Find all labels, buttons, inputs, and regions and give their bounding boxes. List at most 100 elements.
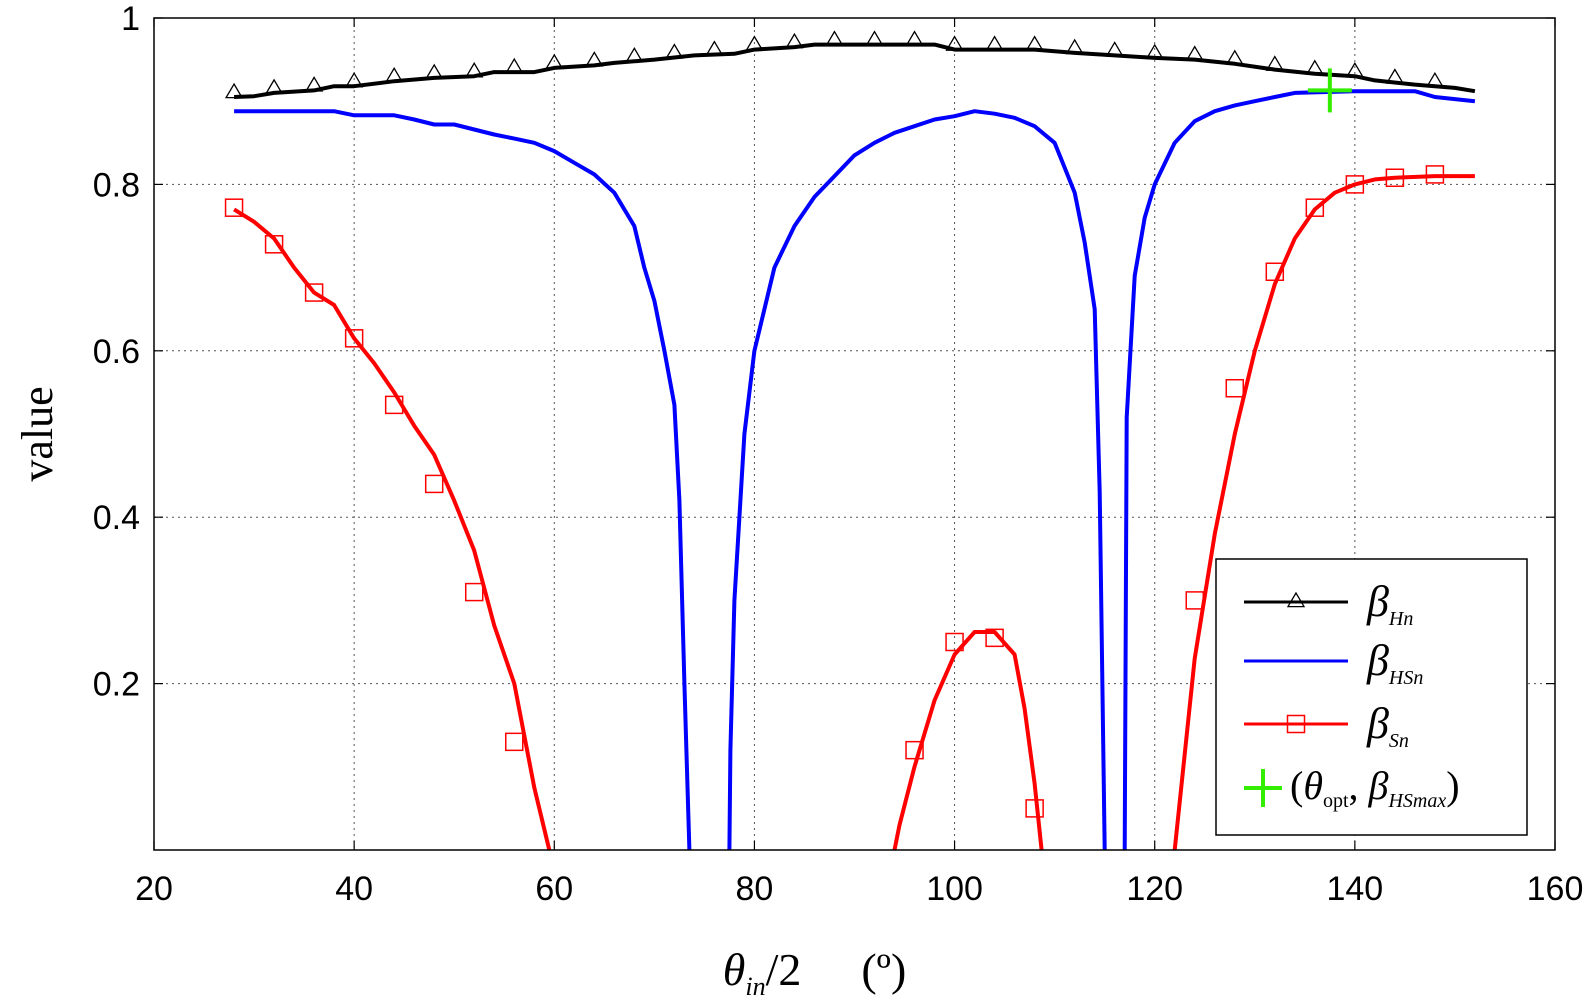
series-line — [233, 207, 552, 851]
series-marker-square — [424, 474, 444, 494]
series-marker-square — [1025, 799, 1044, 818]
series-line — [892, 630, 1044, 851]
y-tick-label: 0.6 — [93, 333, 140, 371]
series-marker-square — [344, 329, 364, 348]
series-marker-square — [505, 732, 524, 752]
series-layer — [224, 30, 1476, 851]
legend-label-hn-symbol: β — [1366, 577, 1389, 626]
x-tick-label: 160 — [1527, 870, 1584, 908]
x-axis-title-subscript: in — [745, 972, 765, 1000]
legend-box — [1215, 558, 1528, 836]
legend-label-sn-sub: Sn — [1389, 730, 1409, 752]
series-marker-triangle — [304, 76, 324, 92]
x-axis-title-unit: (º) — [861, 944, 906, 995]
series-marker-triangle — [745, 35, 764, 51]
series-marker-triangle — [865, 30, 884, 46]
series-marker-square — [384, 395, 404, 415]
series-marker-triangle — [1265, 55, 1284, 71]
series-marker-triangle — [625, 46, 644, 63]
plot-frame — [153, 17, 1556, 851]
y-axis-title: value — [13, 386, 62, 481]
series-marker-square — [1265, 262, 1285, 282]
series-marker-square — [1425, 165, 1445, 184]
legend-marker-plus — [1244, 769, 1282, 807]
series-marker-square — [1185, 591, 1204, 610]
x-tick-label: 20 — [135, 870, 173, 908]
series-marker-triangle — [905, 30, 924, 46]
legend-opt-beta: β — [1368, 763, 1389, 808]
legend-opt-close: ) — [1446, 763, 1459, 808]
series-marker-triangle — [385, 66, 404, 83]
legend-opt-theta-sub: opt — [1323, 790, 1349, 812]
series-marker-triangle — [1145, 43, 1164, 60]
legend-label-hsn-symbol: β — [1366, 636, 1389, 685]
series-line — [234, 109, 692, 851]
series-marker-triangle — [1225, 49, 1244, 66]
legend-label-sn-symbol: β — [1366, 699, 1389, 748]
series-marker-square — [905, 740, 924, 760]
legend-marker-triangle — [1286, 591, 1306, 608]
series-marker-square — [1305, 198, 1325, 217]
legend-label-optimum: (θopt, βHSmax) — [1290, 763, 1460, 812]
x-tick-label: 40 — [335, 870, 373, 908]
legend-opt-beta-sub: HSmax — [1387, 790, 1446, 812]
series-line — [727, 109, 1107, 851]
series-marker-triangle — [1345, 61, 1364, 78]
legend-opt-open: ( — [1290, 763, 1303, 808]
x-axis-title-rest: /2 — [766, 944, 802, 995]
series-marker-triangle — [585, 51, 604, 67]
legend-label-hn-sub: Hn — [1388, 608, 1413, 630]
x-axis-title-symbol: θ — [723, 944, 746, 995]
series-2 — [224, 165, 1475, 851]
legend-marker-sn — [1286, 714, 1306, 734]
y-tick-label: 0.8 — [93, 166, 140, 204]
series-marker-triangle — [1185, 45, 1204, 61]
series-marker-triangle — [945, 35, 964, 51]
legend-label-hsn-sub: HSn — [1388, 667, 1423, 689]
series-marker-triangle — [1425, 71, 1445, 88]
series-marker-square — [945, 632, 964, 652]
series-marker-triangle — [264, 78, 284, 95]
legend-opt-comma: , — [1349, 763, 1369, 808]
legend-marker-hn — [1286, 591, 1306, 608]
series-1 — [234, 89, 1476, 851]
series-marker-triangle — [1305, 59, 1324, 76]
series-marker-triangle — [1065, 38, 1084, 55]
x-tick-label: 120 — [1126, 870, 1183, 908]
x-axis-title: θin/2 (º) — [723, 944, 907, 1000]
series-marker-triangle — [985, 35, 1004, 51]
series-marker-square — [985, 628, 1004, 648]
legend-label-sn: βSn — [1366, 699, 1409, 752]
ticks-layer: 20 40 60 80 100 120 140 160 0.2 0.4 0.6 0.8 1 — [93, 0, 1584, 908]
series-marker-triangle — [785, 32, 804, 49]
y-tick-label: 0.4 — [93, 499, 140, 537]
series-marker-triangle — [425, 63, 444, 80]
series-marker-triangle — [825, 30, 844, 46]
series-marker-triangle — [1105, 41, 1124, 57]
series-marker-triangle — [1385, 68, 1405, 84]
series-marker-triangle — [545, 53, 564, 70]
legend-label-hn: βHn — [1366, 577, 1413, 630]
series-marker-triangle — [224, 82, 244, 99]
series-line — [234, 42, 1476, 99]
y-tick-label: 0.2 — [93, 666, 140, 704]
legend-marker-optimum — [1244, 769, 1282, 807]
x-tick-label: 80 — [736, 870, 774, 908]
series-marker-square — [224, 198, 244, 217]
legend-label-hsn: βHSn — [1366, 636, 1423, 689]
legend: βHn βHSn βSn (θopt, βHSmax) — [1215, 558, 1528, 836]
series-marker-triangle — [465, 61, 484, 78]
legend-opt-theta: θ — [1303, 763, 1323, 808]
x-tick-label: 140 — [1326, 870, 1383, 908]
legend-marker-square — [1286, 714, 1306, 734]
series-marker-square — [264, 235, 284, 254]
grid-layer — [154, 18, 1555, 850]
series-marker-triangle — [505, 57, 524, 74]
optimum-point-marker — [1307, 68, 1352, 113]
series-marker-square — [1385, 168, 1405, 187]
y-tick-label: 1 — [121, 0, 140, 38]
x-tick-label: 60 — [535, 870, 573, 908]
series-marker-square — [464, 582, 484, 602]
series-line — [1172, 174, 1475, 851]
